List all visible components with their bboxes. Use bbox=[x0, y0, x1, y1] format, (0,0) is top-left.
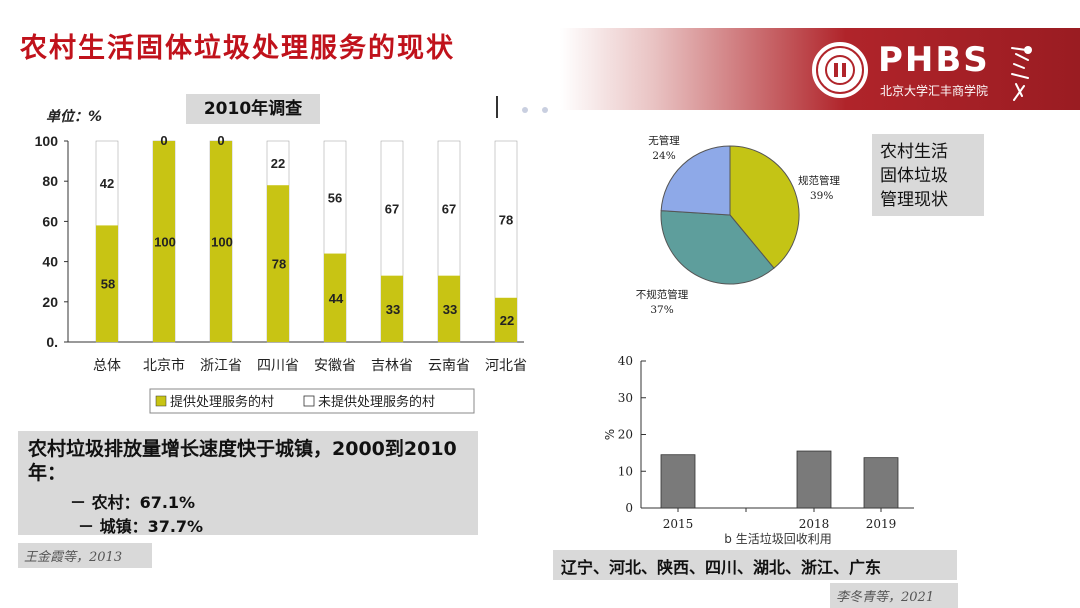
pie-slice-percent: 37% bbox=[650, 304, 673, 316]
province-list: 辽宁、河北、陕西、四川、湖北、浙江、广东 bbox=[553, 550, 957, 580]
data-label-unserved: 42 bbox=[100, 176, 114, 191]
brand-subtitle: 北京大学汇丰商学院 bbox=[880, 84, 989, 98]
y-tick-label: 60 bbox=[42, 213, 58, 229]
data-label-served: 44 bbox=[329, 291, 344, 306]
data-label-served: 100 bbox=[211, 235, 233, 250]
decorative-dots bbox=[522, 98, 562, 117]
pie-slice bbox=[660, 145, 731, 216]
x-category-label: 总体 bbox=[93, 358, 121, 374]
brand-logo: PHBS bbox=[878, 40, 990, 80]
y-axis-label: % bbox=[603, 429, 617, 440]
y-tick-label: 0. bbox=[46, 334, 58, 350]
bar-served bbox=[210, 141, 232, 342]
pie-slice-label: 不规范管理 bbox=[636, 288, 689, 301]
calligraphy-logo-icon bbox=[1006, 44, 1034, 104]
y-tick-label: 20 bbox=[618, 428, 633, 442]
citation-left: 王金霞等，2013 bbox=[18, 543, 152, 568]
unit-label: 单位：% bbox=[46, 109, 103, 125]
bar-served bbox=[153, 141, 175, 342]
bar-served bbox=[495, 297, 517, 342]
y-tick-label: 20 bbox=[42, 294, 58, 310]
pie-slice bbox=[660, 210, 775, 285]
data-label-unserved: 56 bbox=[328, 190, 342, 205]
x-category-label: 北京市 bbox=[143, 357, 185, 374]
rural-growth: － 农村：67.1% bbox=[70, 493, 196, 512]
bar-served bbox=[324, 253, 346, 342]
bar-served bbox=[96, 225, 118, 342]
stacked-bar-chart: 100 80 60 40 20 0. 58 42 总体 100 0 北京市 100 0 浙江省 78 22 四川省… bbox=[35, 133, 527, 414]
pie-slice-label: 规范管理 bbox=[798, 174, 840, 187]
pie-slice-label: 无管理 bbox=[648, 134, 680, 147]
pie-slice-percent: 24% bbox=[652, 150, 675, 162]
x-category-label: 河北省 bbox=[485, 358, 527, 374]
data-label-unserved: 22 bbox=[271, 156, 285, 171]
y-tick-label: 30 bbox=[618, 391, 633, 405]
data-label-unserved: 78 bbox=[499, 212, 513, 227]
legend-label-served: 提供处理服务的村 bbox=[170, 394, 274, 410]
growth-note-title: 农村垃圾排放量增长速度快于城镇，2000到2010年： bbox=[28, 438, 457, 484]
data-label-unserved: 67 bbox=[442, 201, 456, 216]
bar-served bbox=[267, 185, 289, 342]
bar-served bbox=[381, 275, 403, 342]
data-label-unserved: 67 bbox=[385, 201, 399, 216]
data-label-served: 33 bbox=[386, 302, 400, 317]
pie-chart: 规范管理 39% 不规范管理 37% 无管理 24% bbox=[636, 134, 841, 316]
header: 农村生活固体垃圾处理服务的现状 PHBS 北京大学汇丰商学院 bbox=[0, 0, 1080, 110]
column-bar bbox=[796, 450, 832, 509]
column-bar bbox=[863, 457, 899, 509]
university-seal-icon bbox=[812, 42, 868, 98]
legend-swatch-unserved bbox=[303, 395, 315, 407]
data-label-served: 100 bbox=[154, 235, 176, 250]
pie-note-line: 固体垃圾 bbox=[880, 166, 948, 186]
column-bar bbox=[660, 454, 696, 509]
legend-label-unserved: 未提供处理服务的村 bbox=[318, 394, 435, 410]
x-axis-label: b 生活垃圾回收利用 bbox=[724, 531, 831, 546]
y-tick-label: 40 bbox=[618, 354, 633, 368]
legend-swatch-served bbox=[155, 395, 167, 407]
x-category-label: 四川省 bbox=[257, 358, 299, 374]
pie-note-line: 管理现状 bbox=[880, 190, 948, 210]
growth-note: 农村垃圾排放量增长速度快于城镇，2000到2010年： － 农村：67.1% －… bbox=[18, 431, 478, 536]
x-tick-label: 2015 bbox=[663, 517, 694, 531]
y-tick-label: 0 bbox=[625, 501, 633, 515]
data-label-served: 22 bbox=[500, 313, 514, 328]
y-tick-label: 80 bbox=[42, 173, 58, 189]
data-label-served: 78 bbox=[272, 257, 286, 272]
x-tick-label: 2018 bbox=[799, 517, 830, 531]
recycling-column-chart: 0 10 20 30 40% 2015 2018 2019 b 生活垃圾回收利用 bbox=[603, 354, 914, 546]
pie-slice bbox=[729, 145, 800, 269]
x-category-label: 安徽省 bbox=[314, 358, 356, 374]
page-title: 农村生活固体垃圾处理服务的现状 bbox=[20, 33, 455, 64]
data-label-served: 33 bbox=[443, 302, 457, 317]
pie-note-line: 农村生活 bbox=[880, 142, 948, 162]
data-label-unserved: 0 bbox=[217, 133, 224, 148]
chart-title: 2010年调查 bbox=[186, 94, 320, 124]
pie-side-note: 农村生活 固体垃圾 管理现状 bbox=[872, 134, 984, 216]
data-label-served: 58 bbox=[101, 277, 115, 292]
x-category-label: 浙江省 bbox=[200, 358, 242, 374]
divider-line bbox=[496, 96, 498, 118]
y-tick-label: 100 bbox=[35, 133, 59, 149]
citation-right: 李冬青等，2021 bbox=[830, 583, 958, 608]
data-label-unserved: 0 bbox=[160, 133, 167, 148]
pie-slice-percent: 39% bbox=[810, 190, 833, 202]
x-tick-label: 2019 bbox=[866, 517, 897, 531]
y-tick-label: 10 bbox=[618, 464, 633, 478]
bar-served bbox=[438, 275, 460, 342]
x-category-label: 吉林省 bbox=[371, 358, 413, 374]
urban-growth: － 城镇：37.7% bbox=[78, 517, 204, 536]
y-tick-label: 40 bbox=[42, 254, 58, 270]
x-category-label: 云南省 bbox=[428, 358, 470, 374]
